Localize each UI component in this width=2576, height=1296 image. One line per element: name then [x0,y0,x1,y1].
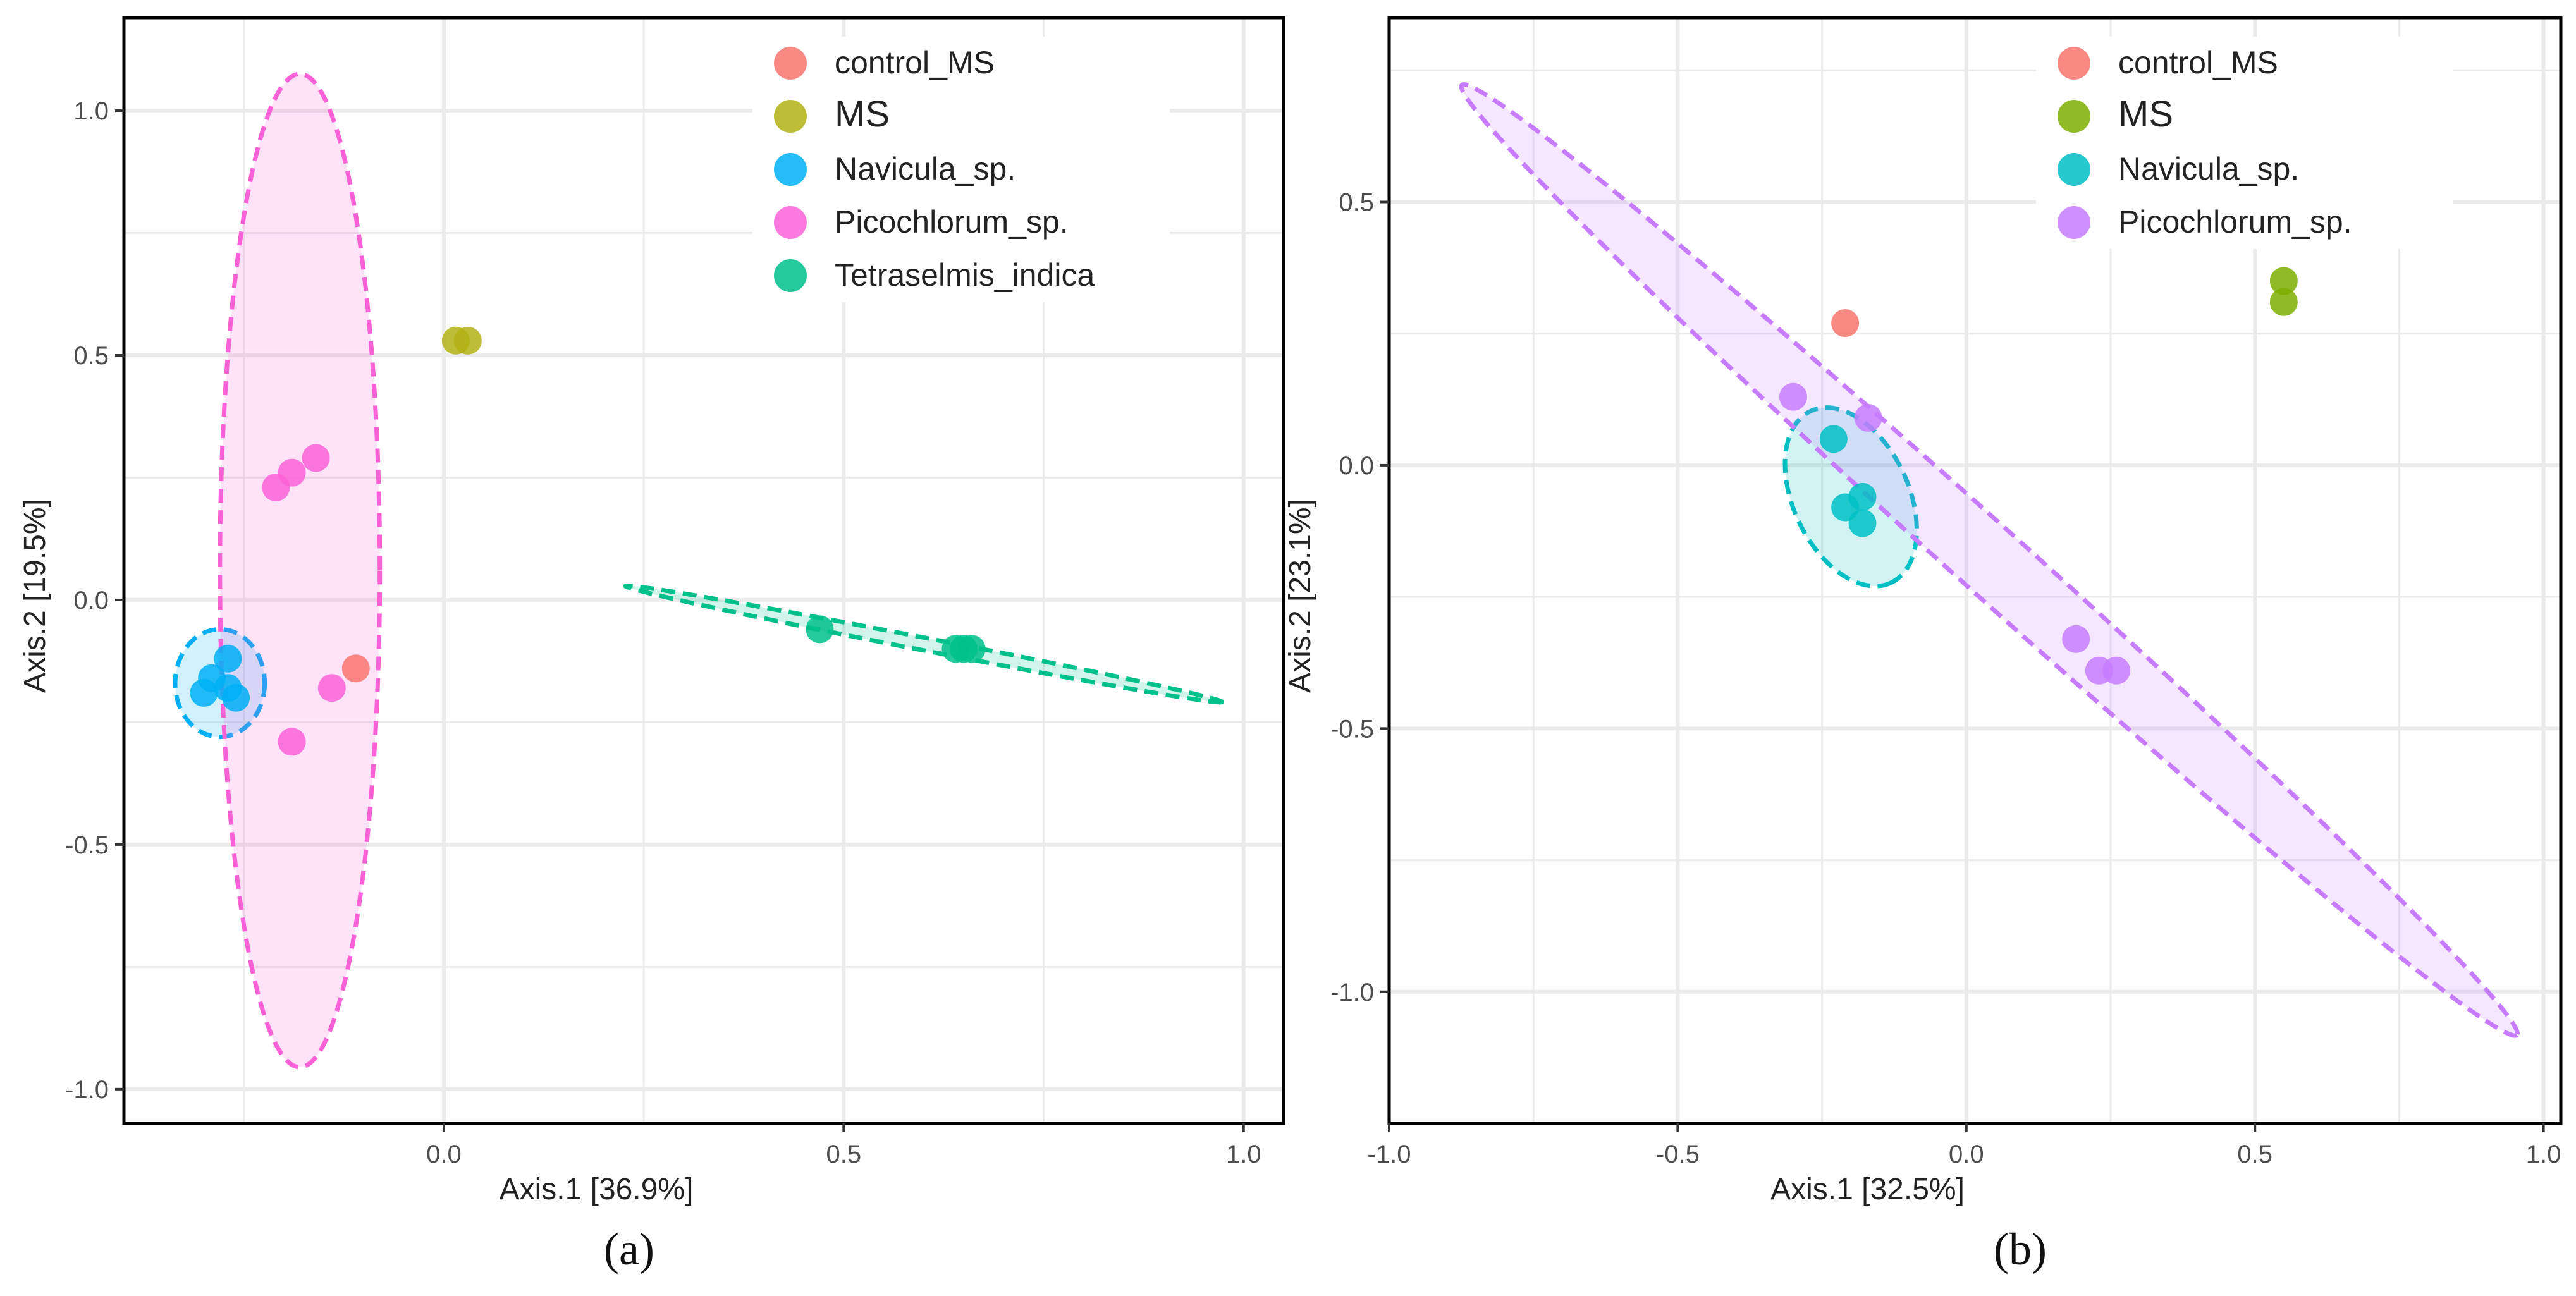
legend-label-Picochlorum_sp.: Picochlorum_sp. [2118,204,2352,240]
legend-key-control_MS [774,47,807,80]
x-tick-label: 0.0 [1949,1140,1984,1168]
x-tick-label: 0.0 [426,1140,462,1168]
y-tick-label: 0.0 [73,587,109,614]
point-Navicula_sp. [1848,482,1877,511]
point-Picochlorum_sp. [302,444,330,472]
legend-key-Navicula_sp. [2058,153,2090,186]
point-control_MS [341,654,370,683]
legend-label-Navicula_sp.: Navicula_sp. [2118,151,2299,186]
point-Picochlorum_sp. [317,674,346,702]
legend-key-MS [2058,100,2090,133]
x-tick-label: 0.5 [826,1140,862,1168]
point-Navicula_sp. [1819,425,1848,453]
ellipse-Picochlorum_sp. [218,71,383,1070]
legend-key-MS [774,100,807,133]
legend-entry-bg [752,196,1170,249]
point-MS [453,326,482,355]
x-tick-label: 1.0 [2526,1140,2561,1168]
panel-label: (a) [604,1224,654,1275]
point-Navicula_sp. [214,644,242,673]
point-Tetraselmis_indica [806,615,834,644]
legend-entry-bg [752,37,1170,90]
legend-key-Picochlorum_sp. [774,206,807,239]
y-axis-title: Axis.2 [23.1%] [1284,499,1317,693]
point-Tetraselmis_indica [957,635,986,663]
legend-label-MS: MS [2118,94,2173,135]
legend-label-MS: MS [835,94,890,135]
legend-label-Navicula_sp.: Navicula_sp. [835,151,1015,186]
x-tick-label: 1.0 [1226,1140,1261,1168]
legend-label-Tetraselmis_indica: Tetraselmis_indica [835,257,1095,293]
point-Navicula_sp. [222,683,250,712]
y-tick-label: -1.0 [1330,979,1374,1006]
legend-entry-bg [752,90,1170,143]
y-tick-label: -0.5 [65,831,109,859]
x-tick-label: -0.5 [1656,1140,1700,1168]
point-Picochlorum_sp. [1779,382,1807,411]
y-tick-label: 0.5 [73,342,109,370]
legend-key-Tetraselmis_indica [774,259,807,292]
point-Picochlorum_sp. [2062,625,2090,653]
ellipse-Tetraselmis_indica [623,583,1225,705]
point-Navicula_sp. [1848,509,1877,537]
point-Picochlorum_sp. [278,728,306,756]
panel-0: 0.0 0.5 1.0 -1.0 -0.5 0.0 0.5 1.0 Axis.1 [36.9%]… [18,16,1285,1275]
point-control_MS [1831,309,1860,338]
legend-entry-bg [2036,196,2453,249]
legend-entry-bg [752,249,1170,302]
y-tick-label: -0.5 [1330,715,1374,743]
x-axis-title: Axis.1 [36.9%] [500,1173,694,1206]
point-Picochlorum_sp. [1854,403,1882,432]
panel-label: (b) [1994,1224,2047,1275]
x-tick-label: -1.0 [1368,1140,1411,1168]
y-tick-label: 1.0 [73,97,109,125]
legend-key-Picochlorum_sp. [2058,206,2090,239]
legend-entry-bg [2036,37,2453,90]
point-MS [2269,288,2298,316]
y-tick-label: 0.0 [1339,452,1374,480]
legend-entry-bg [2036,143,2453,196]
point-Picochlorum_sp. [2102,656,2131,685]
point-MS [2269,267,2298,295]
legend-key-control_MS [2058,47,2090,80]
plot-border [1387,16,2563,1125]
x-axis-title: Axis.1 [32.5%] [1770,1173,1965,1206]
point-Picochlorum_sp. [278,458,306,487]
legend-key-Navicula_sp. [774,153,807,186]
legend-label-control_MS: control_MS [2118,45,2278,80]
y-tick-label: 0.5 [1339,189,1374,217]
legend-entry-bg [2036,90,2453,143]
x-tick-label: 0.5 [2237,1140,2272,1168]
plot-border [122,16,1285,1125]
y-tick-label: -1.0 [65,1076,109,1104]
legend-label-Picochlorum_sp.: Picochlorum_sp. [835,204,1069,240]
y-axis-title: Axis.2 [19.5%] [18,499,52,693]
legend-label-control_MS: control_MS [835,45,995,80]
panel-1: -1.0 -0.5 0.0 0.5 1.0 -1.0 -0.5 0.0 0.5 Axis.1 [3… [1284,16,2563,1275]
legend-entry-bg [752,143,1170,196]
